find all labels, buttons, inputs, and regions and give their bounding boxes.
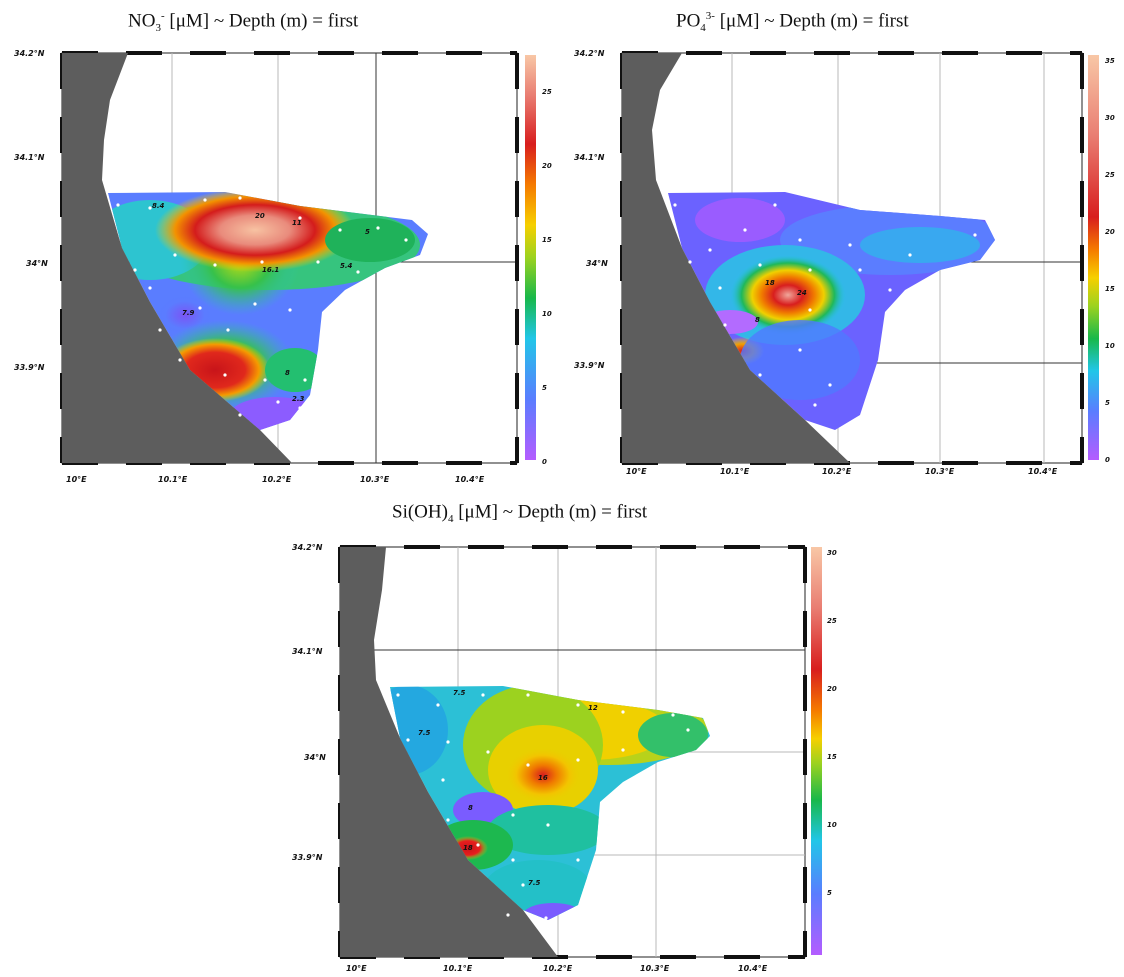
land-mass xyxy=(62,53,292,463)
lat-label: 34°N xyxy=(304,753,326,762)
contour-label: 7.9 xyxy=(182,309,195,317)
panel-title-po4: PO43- [μM] ~ Depth (m) = first xyxy=(676,10,909,35)
lat-label: 34°N xyxy=(26,259,48,268)
contour-label: 12 xyxy=(588,704,598,712)
lon-label: 10.3°E xyxy=(360,475,390,484)
colorbar-tick: 20 xyxy=(542,162,552,170)
colorbar-tick: 25 xyxy=(1105,171,1115,179)
colorbar-tick: 20 xyxy=(827,685,837,693)
lon-label: 10.4°E xyxy=(1028,467,1058,476)
colorbar-tick: 15 xyxy=(542,236,552,244)
lon-label: 10.2°E xyxy=(822,467,852,476)
contour-label: 2.3 xyxy=(292,395,305,403)
contour-label: 16.1 xyxy=(262,266,279,274)
lat-label: 33.9°N xyxy=(292,853,323,862)
lon-label: 10°E xyxy=(626,467,647,476)
panel-title-no3: NO3- [μM] ~ Depth (m) = first xyxy=(128,10,359,35)
lat-label: 34.1°N xyxy=(292,647,323,656)
lon-label: 10.2°E xyxy=(543,964,573,973)
contour-label: 18 xyxy=(463,844,473,852)
lat-label: 34.1°N xyxy=(14,153,45,162)
colorbar-tick: 10 xyxy=(542,310,552,318)
contour-label: 8 xyxy=(755,316,760,324)
colorbar xyxy=(811,547,822,955)
lat-label: 34.2°N xyxy=(14,49,45,58)
lat-label: 34.2°N xyxy=(574,49,605,58)
map-panel-no3: 20 16.1 11 5 8.4 7.9 8 2.3 5.4 34.2°N 34… xyxy=(14,49,552,484)
contour-label: 11 xyxy=(292,219,302,227)
lon-label: 10.2°E xyxy=(262,475,292,484)
colorbar xyxy=(525,55,536,460)
colorbar-tick: 0 xyxy=(1105,456,1110,464)
contour-label: 20 xyxy=(255,212,265,220)
contour-label: 8 xyxy=(285,369,290,377)
lon-label: 10.1°E xyxy=(720,467,750,476)
colorbar-tick: 10 xyxy=(1105,342,1115,350)
colorbar-tick: 25 xyxy=(542,88,552,96)
colorbar-tick: 30 xyxy=(1105,114,1115,122)
contour-label: 24 xyxy=(797,289,807,297)
lat-label: 33.9°N xyxy=(574,361,605,370)
contour-label: 16 xyxy=(538,774,548,782)
lon-label: 10.1°E xyxy=(158,475,188,484)
contour-label: 5.4 xyxy=(340,262,353,270)
contour-label: 7.5 xyxy=(418,729,431,737)
contour-label: 8.4 xyxy=(152,202,165,210)
lat-label: 33.9°N xyxy=(14,363,45,372)
contour-label: 8 xyxy=(468,804,473,812)
colorbar-tick: 5 xyxy=(827,889,832,897)
colorbar-tick: 0 xyxy=(542,458,547,466)
contour-label: 7.5 xyxy=(528,879,541,887)
land-mass xyxy=(622,53,850,463)
lon-label: 10.3°E xyxy=(640,964,670,973)
colorbar-tick: 20 xyxy=(1105,228,1115,236)
lon-label: 10°E xyxy=(66,475,87,484)
colorbar-tick: 5 xyxy=(1105,399,1110,407)
colorbar-tick: 30 xyxy=(827,549,837,557)
lat-label: 34.1°N xyxy=(574,153,605,162)
colorbar-tick: 35 xyxy=(1105,57,1115,65)
colorbar-tick: 5 xyxy=(542,384,547,392)
lon-label: 10.4°E xyxy=(738,964,768,973)
panel-title-sioh4: Si(OH)4 [μM] ~ Depth (m) = first xyxy=(392,501,648,526)
colorbar-tick: 15 xyxy=(1105,285,1115,293)
lon-label: 10°E xyxy=(346,964,367,973)
lon-label: 10.1°E xyxy=(443,964,473,973)
colorbar-tick: 15 xyxy=(827,753,837,761)
lon-label: 10.3°E xyxy=(925,467,955,476)
lat-label: 34.2°N xyxy=(292,543,323,552)
colorbar xyxy=(1088,55,1099,460)
land-mass xyxy=(340,547,558,957)
contour-label: 5 xyxy=(365,228,370,236)
lon-label: 10.4°E xyxy=(455,475,485,484)
map-panel-po4: 18 24 8 34.2°N 34.1°N 34°N 33.9°N 10°E 1… xyxy=(574,49,1115,476)
colorbar-tick: 25 xyxy=(827,617,837,625)
contour-label: 7.5 xyxy=(453,689,466,697)
lat-label: 34°N xyxy=(586,259,608,268)
contour-label: 18 xyxy=(765,279,775,287)
map-panel-sioh4: 7.5 12 16 8 18 7.5 7.5 34.2°N 34.1°N 34°… xyxy=(292,543,837,973)
colorbar-tick: 10 xyxy=(827,821,837,829)
